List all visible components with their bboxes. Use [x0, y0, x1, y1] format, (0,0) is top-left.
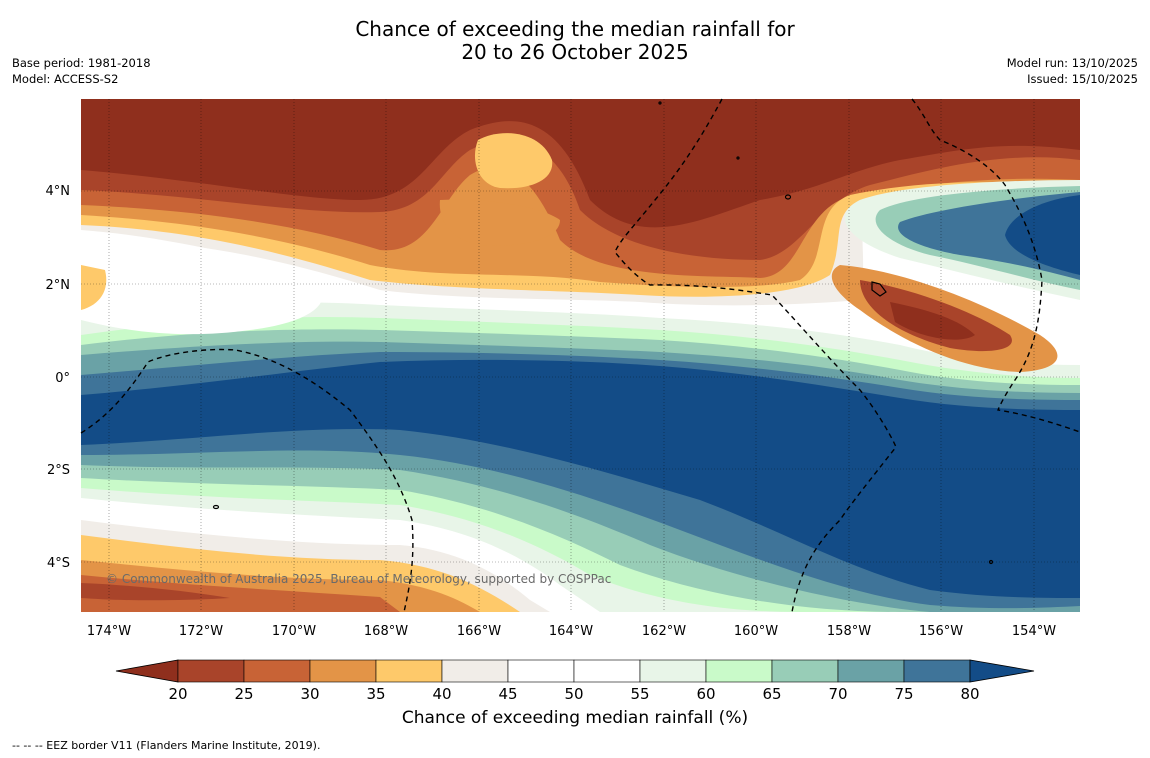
cb-tick-25: 25 [234, 685, 253, 700]
lat-label-0: 0° [55, 371, 70, 386]
cb-tick-55: 55 [630, 685, 649, 700]
lon-label-154w: 154°W [1012, 624, 1056, 639]
colorbar-extend-high [969, 659, 1035, 683]
lon-label-164w: 164°W [549, 624, 593, 639]
lat-label-2n: 2°N [46, 278, 71, 293]
cb-tick-65: 65 [762, 685, 781, 700]
meta-right: Model run: 13/10/2025 Issued: 15/10/2025 [1007, 55, 1138, 87]
colorbar-bin [903, 659, 971, 683]
lat-label-2s: 2°S [47, 463, 70, 478]
probability-field [81, 99, 1080, 612]
footer-note: -- -- -- EEZ border V11 (Flanders Marine… [12, 739, 321, 752]
model-name: Model: ACCESS-S2 [12, 72, 119, 86]
field-n-35 [439, 199, 560, 246]
lon-label-172w: 172°W [179, 624, 223, 639]
cb-tick-70: 70 [828, 685, 847, 700]
colorbar-bin [243, 659, 311, 683]
colorbar-bin [705, 659, 773, 683]
cb-tick-80: 80 [960, 685, 979, 700]
colorbar-bin [309, 659, 377, 683]
cb-tick-20: 20 [168, 685, 187, 700]
cb-tick-35: 35 [366, 685, 385, 700]
cb-tick-45: 45 [498, 685, 517, 700]
lat-label-4s: 4°S [47, 556, 70, 571]
lon-label-170w: 170°W [272, 624, 316, 639]
field-n-40 [474, 133, 553, 189]
lon-label-156w: 156°W [919, 624, 963, 639]
cb-tick-60: 60 [696, 685, 715, 700]
islands [212, 101, 994, 565]
eez-borders [80, 98, 1081, 613]
rainfall-map: © Commonwealth of Australia 2025, Bureau… [46, 98, 1081, 700]
cb-tick-75: 75 [894, 685, 913, 700]
issued-date: Issued: 15/10/2025 [1027, 72, 1138, 86]
base-period: Base period: 1981-2018 [12, 56, 151, 70]
colorbar-bin [771, 659, 839, 683]
chart-title: Chance of exceeding the median rainfall … [0, 18, 1150, 64]
lat-labels: 4°N 2°N 0° 2°S 4°S [46, 184, 71, 571]
title-line-1: Chance of exceeding the median rainfall … [355, 17, 795, 41]
colorbar-ticks: 20 25 30 35 40 45 50 55 60 65 70 75 80 [168, 685, 979, 700]
colorbar [115, 659, 1035, 683]
lon-label-166w: 166°W [457, 624, 501, 639]
lon-labels: 174°W 172°W 170°W 168°W 166°W 164°W 162°… [87, 624, 1056, 639]
lat-label-4n: 4°N [46, 184, 71, 199]
cb-tick-50: 50 [564, 685, 583, 700]
field-ne-20 [890, 302, 975, 340]
colorbar-bin [507, 659, 575, 683]
colorbar-bin [837, 659, 905, 683]
field-ne-80-plus [1005, 195, 1080, 275]
lon-label-168w: 168°W [364, 624, 408, 639]
colorbar-bin [441, 659, 509, 683]
colorbar-bin [639, 659, 707, 683]
lon-label-174w: 174°W [87, 624, 131, 639]
lon-label-160w: 160°W [734, 624, 778, 639]
meta-left: Base period: 1981-2018 Model: ACCESS-S2 [12, 55, 151, 87]
colorbar-bin [375, 659, 443, 683]
colorbar-bin [573, 659, 641, 683]
field-south-25 [81, 583, 230, 601]
lon-label-158w: 158°W [827, 624, 871, 639]
field-south-30 [81, 575, 400, 612]
colorbar-bin [177, 659, 245, 683]
colorbar-label: Chance of exceeding median rainfall (%) [401, 708, 749, 728]
field-west-50 [81, 230, 323, 335]
colorbar-extend-low [115, 659, 179, 683]
field-west-40 [81, 265, 107, 310]
title-line-2: 20 to 26 October 2025 [461, 40, 689, 64]
copyright-text: © Commonwealth of Australia 2025, Bureau… [106, 572, 611, 586]
cb-tick-30: 30 [300, 685, 319, 700]
cb-tick-40: 40 [432, 685, 451, 700]
lon-label-162w: 162°W [642, 624, 686, 639]
model-run: Model run: 13/10/2025 [1006, 56, 1138, 70]
